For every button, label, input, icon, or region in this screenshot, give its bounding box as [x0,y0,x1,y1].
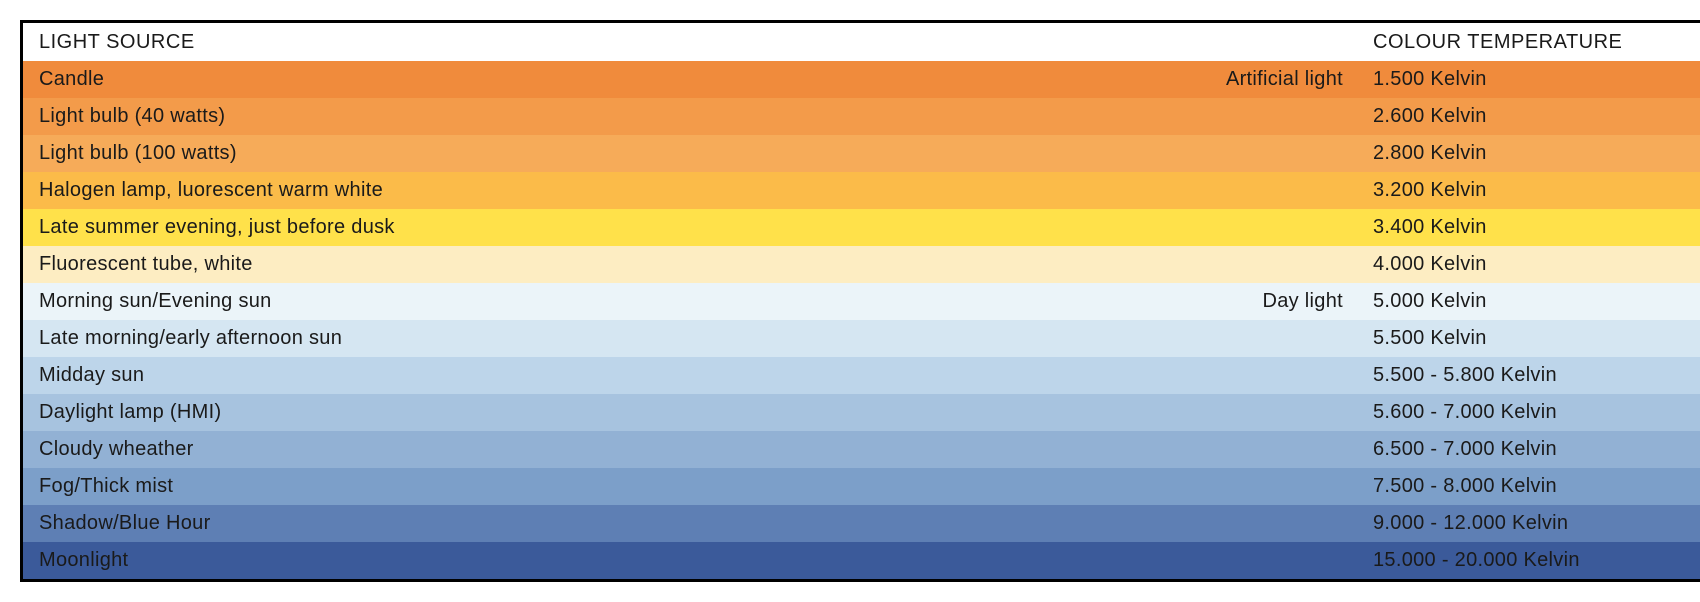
cell-temperature: 15.000 - 20.000 Kelvin [1363,549,1700,572]
table-row: Light bulb (100 watts) 2.800 Kelvin [23,135,1700,172]
cell-light-source: Midday sun [23,364,1173,387]
cell-category: Artificial light [1173,68,1363,91]
cell-temperature: 9.000 - 12.000 Kelvin [1363,512,1700,535]
cell-light-source: Light bulb (100 watts) [23,142,1173,165]
cell-temperature: 5.500 - 5.800 Kelvin [1363,364,1700,387]
cell-light-source: Candle [23,68,1173,91]
table-row: Moonlight 15.000 - 20.000 Kelvin [23,542,1700,579]
table-row: Fog/Thick mist 7.500 - 8.000 Kelvin [23,468,1700,505]
table-row: Daylight lamp (HMI) 5.600 - 7.000 Kelvin [23,394,1700,431]
cell-light-source: Daylight lamp (HMI) [23,401,1173,424]
table-row: CandleArtificial light1.500 Kelvin [23,61,1700,98]
cell-temperature: 3.400 Kelvin [1363,216,1700,239]
cell-temperature: 5.600 - 7.000 Kelvin [1363,401,1700,424]
table-row: Morning sun/Evening sunDay light5.000 Ke… [23,283,1700,320]
cell-light-source: Cloudy wheather [23,438,1173,461]
colour-temperature-chart: LIGHT SOURCE COLOUR TEMPERATURE CandleAr… [20,20,1700,582]
table-row: Halogen lamp, luorescent warm white 3.200… [23,172,1700,209]
cell-light-source: Moonlight [23,549,1173,572]
cell-light-source: Halogen lamp, luorescent warm white [23,179,1173,202]
cell-temperature: 5.500 Kelvin [1363,327,1700,350]
cell-temperature: 7.500 - 8.000 Kelvin [1363,475,1700,498]
table-row: Shadow/Blue Hour 9.000 - 12.000 Kelvin [23,505,1700,542]
cell-temperature: 2.600 Kelvin [1363,105,1700,128]
table-row: Fluorescent tube, white 4.000 Kelvin [23,246,1700,283]
table-row: Midday sun 5.500 - 5.800 Kelvin [23,357,1700,394]
cell-temperature: 1.500 Kelvin [1363,68,1700,91]
cell-temperature: 2.800 Kelvin [1363,142,1700,165]
cell-light-source: Shadow/Blue Hour [23,512,1173,535]
cell-category: Day light [1173,290,1363,313]
table-row: Late summer evening, just before dusk 3.4… [23,209,1700,246]
cell-light-source: Fog/Thick mist [23,475,1173,498]
cell-light-source: Late summer evening, just before dusk [23,216,1173,239]
cell-temperature: 3.200 Kelvin [1363,179,1700,202]
table-body: CandleArtificial light1.500 KelvinLight … [23,61,1700,579]
cell-temperature: 5.000 Kelvin [1363,290,1700,313]
header-light-source: LIGHT SOURCE [23,31,1173,54]
cell-temperature: 6.500 - 7.000 Kelvin [1363,438,1700,461]
cell-light-source: Morning sun/Evening sun [23,290,1173,313]
cell-temperature: 4.000 Kelvin [1363,253,1700,276]
table-row: Cloudy wheather 6.500 - 7.000 Kelvin [23,431,1700,468]
table-row: Light bulb (40 watts) 2.600 Kelvin [23,98,1700,135]
cell-light-source: Late morning/early afternoon sun [23,327,1173,350]
table-row: Late morning/early afternoon sun 5.500 Ke… [23,320,1700,357]
header-colour-temperature: COLOUR TEMPERATURE [1363,31,1700,54]
table-header: LIGHT SOURCE COLOUR TEMPERATURE [23,23,1700,61]
cell-light-source: Fluorescent tube, white [23,253,1173,276]
cell-light-source: Light bulb (40 watts) [23,105,1173,128]
